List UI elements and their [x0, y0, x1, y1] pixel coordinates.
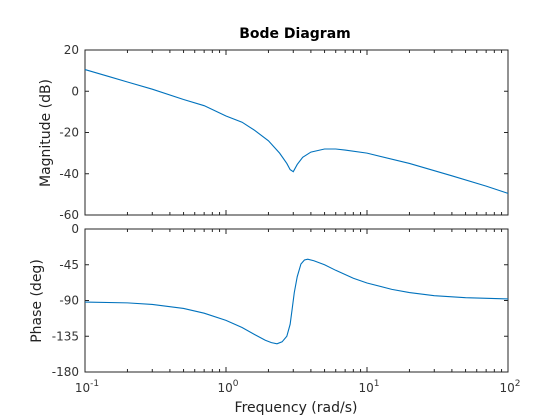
magnitude-axes-frame [84, 49, 509, 216]
magnitude-y-tick-label: 20 [64, 43, 79, 57]
x-tick-label: 102 [499, 379, 520, 395]
chart-title: Bode Diagram [239, 26, 351, 42]
phase-y-tick-label: -180 [52, 365, 79, 379]
phase-response-line [84, 258, 509, 345]
magnitude-y-tick-label: 0 [71, 84, 79, 98]
magnitude-y-tick-label: -60 [59, 208, 79, 222]
phase-axis-label: Phase (deg) [29, 259, 45, 343]
x-tick-label: 101 [358, 379, 379, 395]
phase-y-tick-label: -45 [59, 258, 79, 272]
x-tick-label: 100 [217, 379, 238, 395]
phase-axes-frame [84, 228, 509, 373]
magnitude-y-tick-label: -40 [59, 167, 79, 181]
phase-y-tick-label: -135 [52, 329, 79, 343]
magnitude-y-tick-label: -20 [59, 126, 79, 140]
x-tick-label: 10-1 [75, 379, 99, 395]
phase-y-tick-label: 0 [71, 222, 79, 236]
magnitude-subplot: 20 0 -20 -40 -60 [59, 43, 509, 222]
magnitude-axis-label: Magnitude (dB) [38, 79, 54, 187]
x-axis-label: Frequency (rad/s) [235, 400, 358, 416]
magnitude-response-line [84, 69, 509, 194]
phase-y-tick-label: -90 [59, 294, 79, 308]
